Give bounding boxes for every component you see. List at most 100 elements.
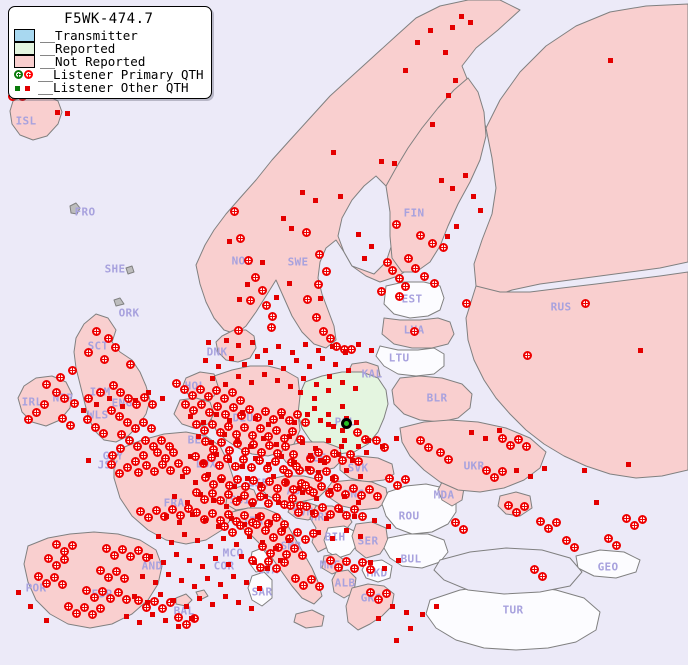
listener-primary-qth-marker[interactable] — [97, 586, 107, 596]
listener-other-qth-marker[interactable] — [252, 455, 258, 461]
listener-primary-qth-marker[interactable] — [67, 540, 77, 550]
listener-primary-qth-marker[interactable] — [267, 311, 277, 321]
listener-other-qth-marker[interactable] — [265, 421, 271, 427]
listener-other-qth-marker[interactable] — [335, 451, 341, 457]
listener-primary-qth-marker[interactable] — [49, 572, 59, 582]
listener-other-qth-marker[interactable] — [325, 421, 331, 427]
listener-primary-qth-marker[interactable] — [353, 456, 363, 466]
listener-primary-qth-marker[interactable] — [71, 608, 81, 618]
listener-other-qth-marker[interactable] — [355, 231, 361, 237]
listener-other-qth-marker[interactable] — [315, 347, 321, 353]
listener-primary-qth-marker[interactable] — [23, 414, 33, 424]
listener-primary-qth-marker[interactable] — [318, 326, 328, 336]
listener-primary-qth-marker[interactable] — [511, 507, 521, 517]
listener-other-qth-marker[interactable] — [149, 611, 155, 617]
listener-other-qth-marker[interactable] — [43, 617, 49, 623]
listener-primary-qth-marker[interactable] — [415, 230, 425, 240]
listener-primary-qth-marker[interactable] — [135, 506, 145, 516]
listener-other-qth-marker[interactable] — [527, 473, 533, 479]
listener-primary-qth-marker[interactable] — [175, 510, 185, 520]
listener-other-qth-marker[interactable] — [207, 543, 213, 549]
listener-other-qth-marker[interactable] — [247, 443, 253, 449]
listener-other-qth-marker[interactable] — [342, 349, 348, 355]
listener-primary-qth-marker[interactable] — [122, 417, 132, 427]
listener-primary-qth-marker[interactable] — [208, 479, 218, 489]
listener-other-qth-marker[interactable] — [205, 339, 211, 345]
listener-primary-qth-marker[interactable] — [51, 387, 61, 397]
listener-other-qth-marker[interactable] — [225, 561, 231, 567]
listener-primary-qth-marker[interactable] — [580, 298, 590, 308]
listener-other-qth-marker[interactable] — [581, 467, 587, 473]
listener-other-qth-marker[interactable] — [304, 465, 310, 471]
listener-other-qth-marker[interactable] — [244, 281, 250, 287]
listener-other-qth-marker[interactable] — [132, 397, 138, 403]
listener-primary-qth-marker[interactable] — [429, 278, 439, 288]
listener-primary-qth-marker[interactable] — [268, 414, 278, 424]
listener-primary-qth-marker[interactable] — [173, 612, 183, 622]
listener-other-qth-marker[interactable] — [188, 615, 194, 621]
listener-primary-qth-marker[interactable] — [301, 501, 311, 511]
listener-primary-qth-marker[interactable] — [266, 322, 276, 332]
listener-other-qth-marker[interactable] — [199, 563, 205, 569]
listener-primary-qth-marker[interactable] — [114, 468, 124, 478]
listener-other-qth-marker[interactable] — [299, 439, 305, 445]
listener-primary-qth-marker[interactable] — [90, 422, 100, 432]
listener-primary-qth-marker[interactable] — [110, 342, 120, 352]
listener-primary-qth-marker[interactable] — [387, 265, 397, 275]
listener-primary-qth-marker[interactable] — [519, 501, 529, 511]
listener-other-qth-marker[interactable] — [319, 355, 325, 361]
listener-primary-qth-marker[interactable] — [243, 255, 253, 265]
listener-other-qth-marker[interactable] — [395, 557, 401, 563]
listener-primary-qth-marker[interactable] — [313, 279, 323, 289]
listener-other-qth-marker[interactable] — [289, 349, 295, 355]
listener-other-qth-marker[interactable] — [260, 435, 266, 441]
listener-primary-qth-marker[interactable] — [101, 543, 111, 553]
listener-primary-qth-marker[interactable] — [376, 286, 386, 296]
listener-other-qth-marker[interactable] — [213, 451, 219, 457]
listener-other-qth-marker[interactable] — [339, 427, 345, 433]
listener-primary-qth-marker[interactable] — [141, 460, 151, 470]
listener-primary-qth-marker[interactable] — [212, 401, 222, 411]
listener-primary-qth-marker[interactable] — [157, 459, 167, 469]
listener-primary-qth-marker[interactable] — [461, 298, 471, 308]
listener-primary-qth-marker[interactable] — [293, 507, 303, 517]
listener-other-qth-marker[interactable] — [593, 499, 599, 505]
listener-primary-qth-marker[interactable] — [99, 354, 109, 364]
listener-primary-qth-marker[interactable] — [69, 398, 79, 408]
listener-other-qth-marker[interactable] — [452, 77, 458, 83]
listener-primary-qth-marker[interactable] — [83, 393, 93, 403]
listener-primary-qth-marker[interactable] — [348, 483, 358, 493]
listener-other-qth-marker[interactable] — [278, 453, 284, 459]
listener-primary-qth-marker[interactable] — [302, 294, 312, 304]
listener-other-qth-marker[interactable] — [200, 419, 206, 425]
listener-primary-qth-marker[interactable] — [261, 300, 271, 310]
listener-other-qth-marker[interactable] — [339, 403, 345, 409]
listener-primary-qth-marker[interactable] — [423, 442, 433, 452]
listener-primary-qth-marker[interactable] — [133, 467, 143, 477]
listener-other-qth-marker[interactable] — [329, 475, 335, 481]
listener-primary-qth-marker[interactable] — [292, 527, 302, 537]
listener-other-qth-marker[interactable] — [187, 453, 193, 459]
listener-other-qth-marker[interactable] — [283, 479, 289, 485]
listener-other-qth-marker[interactable] — [361, 255, 367, 261]
listener-primary-qth-marker[interactable] — [57, 413, 67, 423]
listener-primary-qth-marker[interactable] — [325, 509, 335, 519]
listener-primary-qth-marker[interactable] — [317, 502, 327, 512]
listener-other-qth-marker[interactable] — [352, 385, 358, 391]
listener-primary-qth-marker[interactable] — [300, 417, 310, 427]
listener-other-qth-marker[interactable] — [278, 413, 284, 419]
listener-primary-qth-marker[interactable] — [156, 435, 166, 445]
listener-primary-qth-marker[interactable] — [300, 534, 310, 544]
listener-other-qth-marker[interactable] — [231, 483, 237, 489]
listener-other-qth-marker[interactable] — [267, 359, 273, 365]
listener-primary-qth-marker[interactable] — [308, 487, 318, 497]
listener-primary-qth-marker[interactable] — [391, 219, 401, 229]
listener-other-qth-marker[interactable] — [285, 537, 291, 543]
listener-other-qth-marker[interactable] — [168, 539, 174, 545]
listener-primary-qth-marker[interactable] — [372, 491, 382, 501]
listener-primary-qth-marker[interactable] — [111, 566, 121, 576]
listener-other-qth-marker[interactable] — [215, 363, 221, 369]
listener-other-qth-marker[interactable] — [513, 467, 519, 473]
listener-other-qth-marker[interactable] — [297, 389, 303, 395]
listener-other-qth-marker[interactable] — [325, 387, 331, 393]
